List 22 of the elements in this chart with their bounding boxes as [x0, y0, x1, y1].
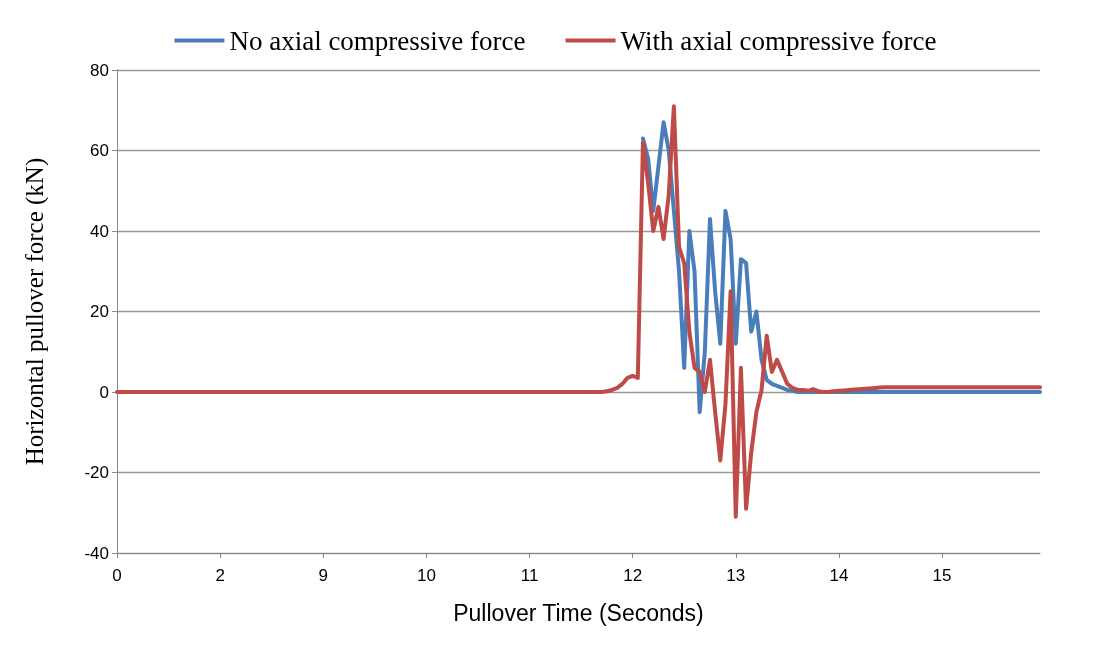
legend-label: With axial compressive force: [620, 25, 937, 56]
line-series: [115, 104, 1042, 519]
x-tick-label: 9: [318, 566, 328, 585]
x-tick-label: 15: [932, 566, 952, 585]
x-tick-label: 13: [726, 566, 746, 585]
y-axis-title: Horizontal pullover force (kN): [21, 157, 49, 466]
y-tick-label: 40: [90, 221, 109, 241]
y-tick-label: -20: [84, 463, 109, 482]
y-tick-label: 60: [90, 141, 109, 160]
legend-label: No axial compressive force: [229, 25, 526, 56]
x-tick-label: 11: [520, 566, 539, 585]
x-tick-label: 12: [623, 566, 643, 585]
x-tick-label: 14: [829, 566, 849, 585]
y-tick-label: 0: [99, 382, 109, 402]
x-tick-label: 10: [416, 566, 436, 585]
y-tick-label: 20: [90, 302, 109, 321]
x-tick-label: 2: [215, 566, 225, 585]
y-tick-label: 80: [90, 60, 109, 80]
line-series: [640, 120, 1042, 415]
x-axis-title: Pullover Time (Seconds): [453, 599, 704, 626]
y-tick-label: -40: [84, 543, 109, 563]
x-tick-label: 0: [112, 566, 122, 585]
